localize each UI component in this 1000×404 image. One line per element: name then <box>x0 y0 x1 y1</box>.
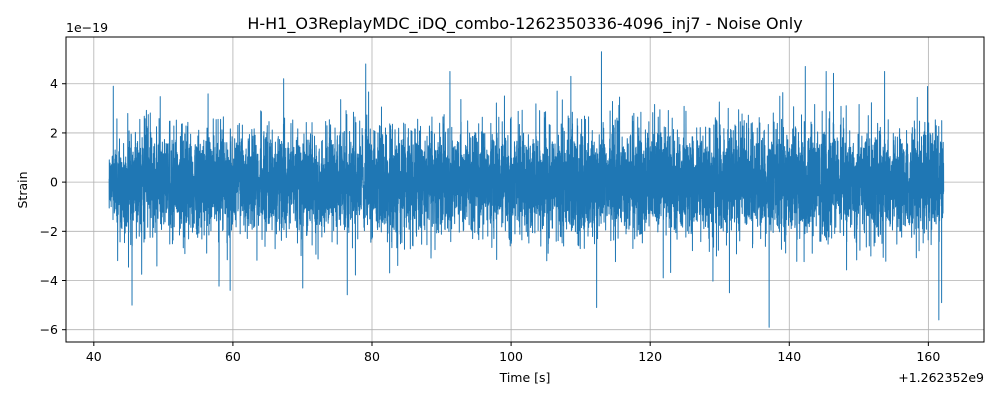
y-tick-label: −2 <box>40 224 58 239</box>
x-tick-label: 100 <box>499 349 523 364</box>
chart-title: H-H1_O3ReplayMDC_iDQ_combo-1262350336-40… <box>247 14 802 34</box>
x-axis-offset-label: +1.262352e9 <box>898 370 984 385</box>
strain-series-line <box>108 51 945 328</box>
y-tick-label: −4 <box>40 273 58 288</box>
x-tick-label: 40 <box>86 349 102 364</box>
x-tick-label: 160 <box>916 349 940 364</box>
y-tick-label: 0 <box>50 175 58 190</box>
y-axis-ticks: −6 −4 −2 0 2 4 <box>40 76 66 337</box>
axes-frame <box>65 36 985 343</box>
x-tick-label: 140 <box>777 349 801 364</box>
y-tick-label: 4 <box>50 76 58 91</box>
x-axis-label: Time [s] <box>499 370 551 385</box>
plot-area <box>108 51 945 328</box>
x-tick-label: 60 <box>225 349 241 364</box>
x-axis-ticks: 40 60 80 100 120 140 160 <box>86 342 940 364</box>
y-axis-scale-label: 1e−19 <box>66 20 108 35</box>
y-tick-label: 2 <box>50 125 58 140</box>
x-tick-label: 80 <box>364 349 380 364</box>
x-tick-label: 120 <box>638 349 662 364</box>
y-tick-label: −6 <box>40 322 58 337</box>
y-axis-label: Strain <box>15 171 30 208</box>
